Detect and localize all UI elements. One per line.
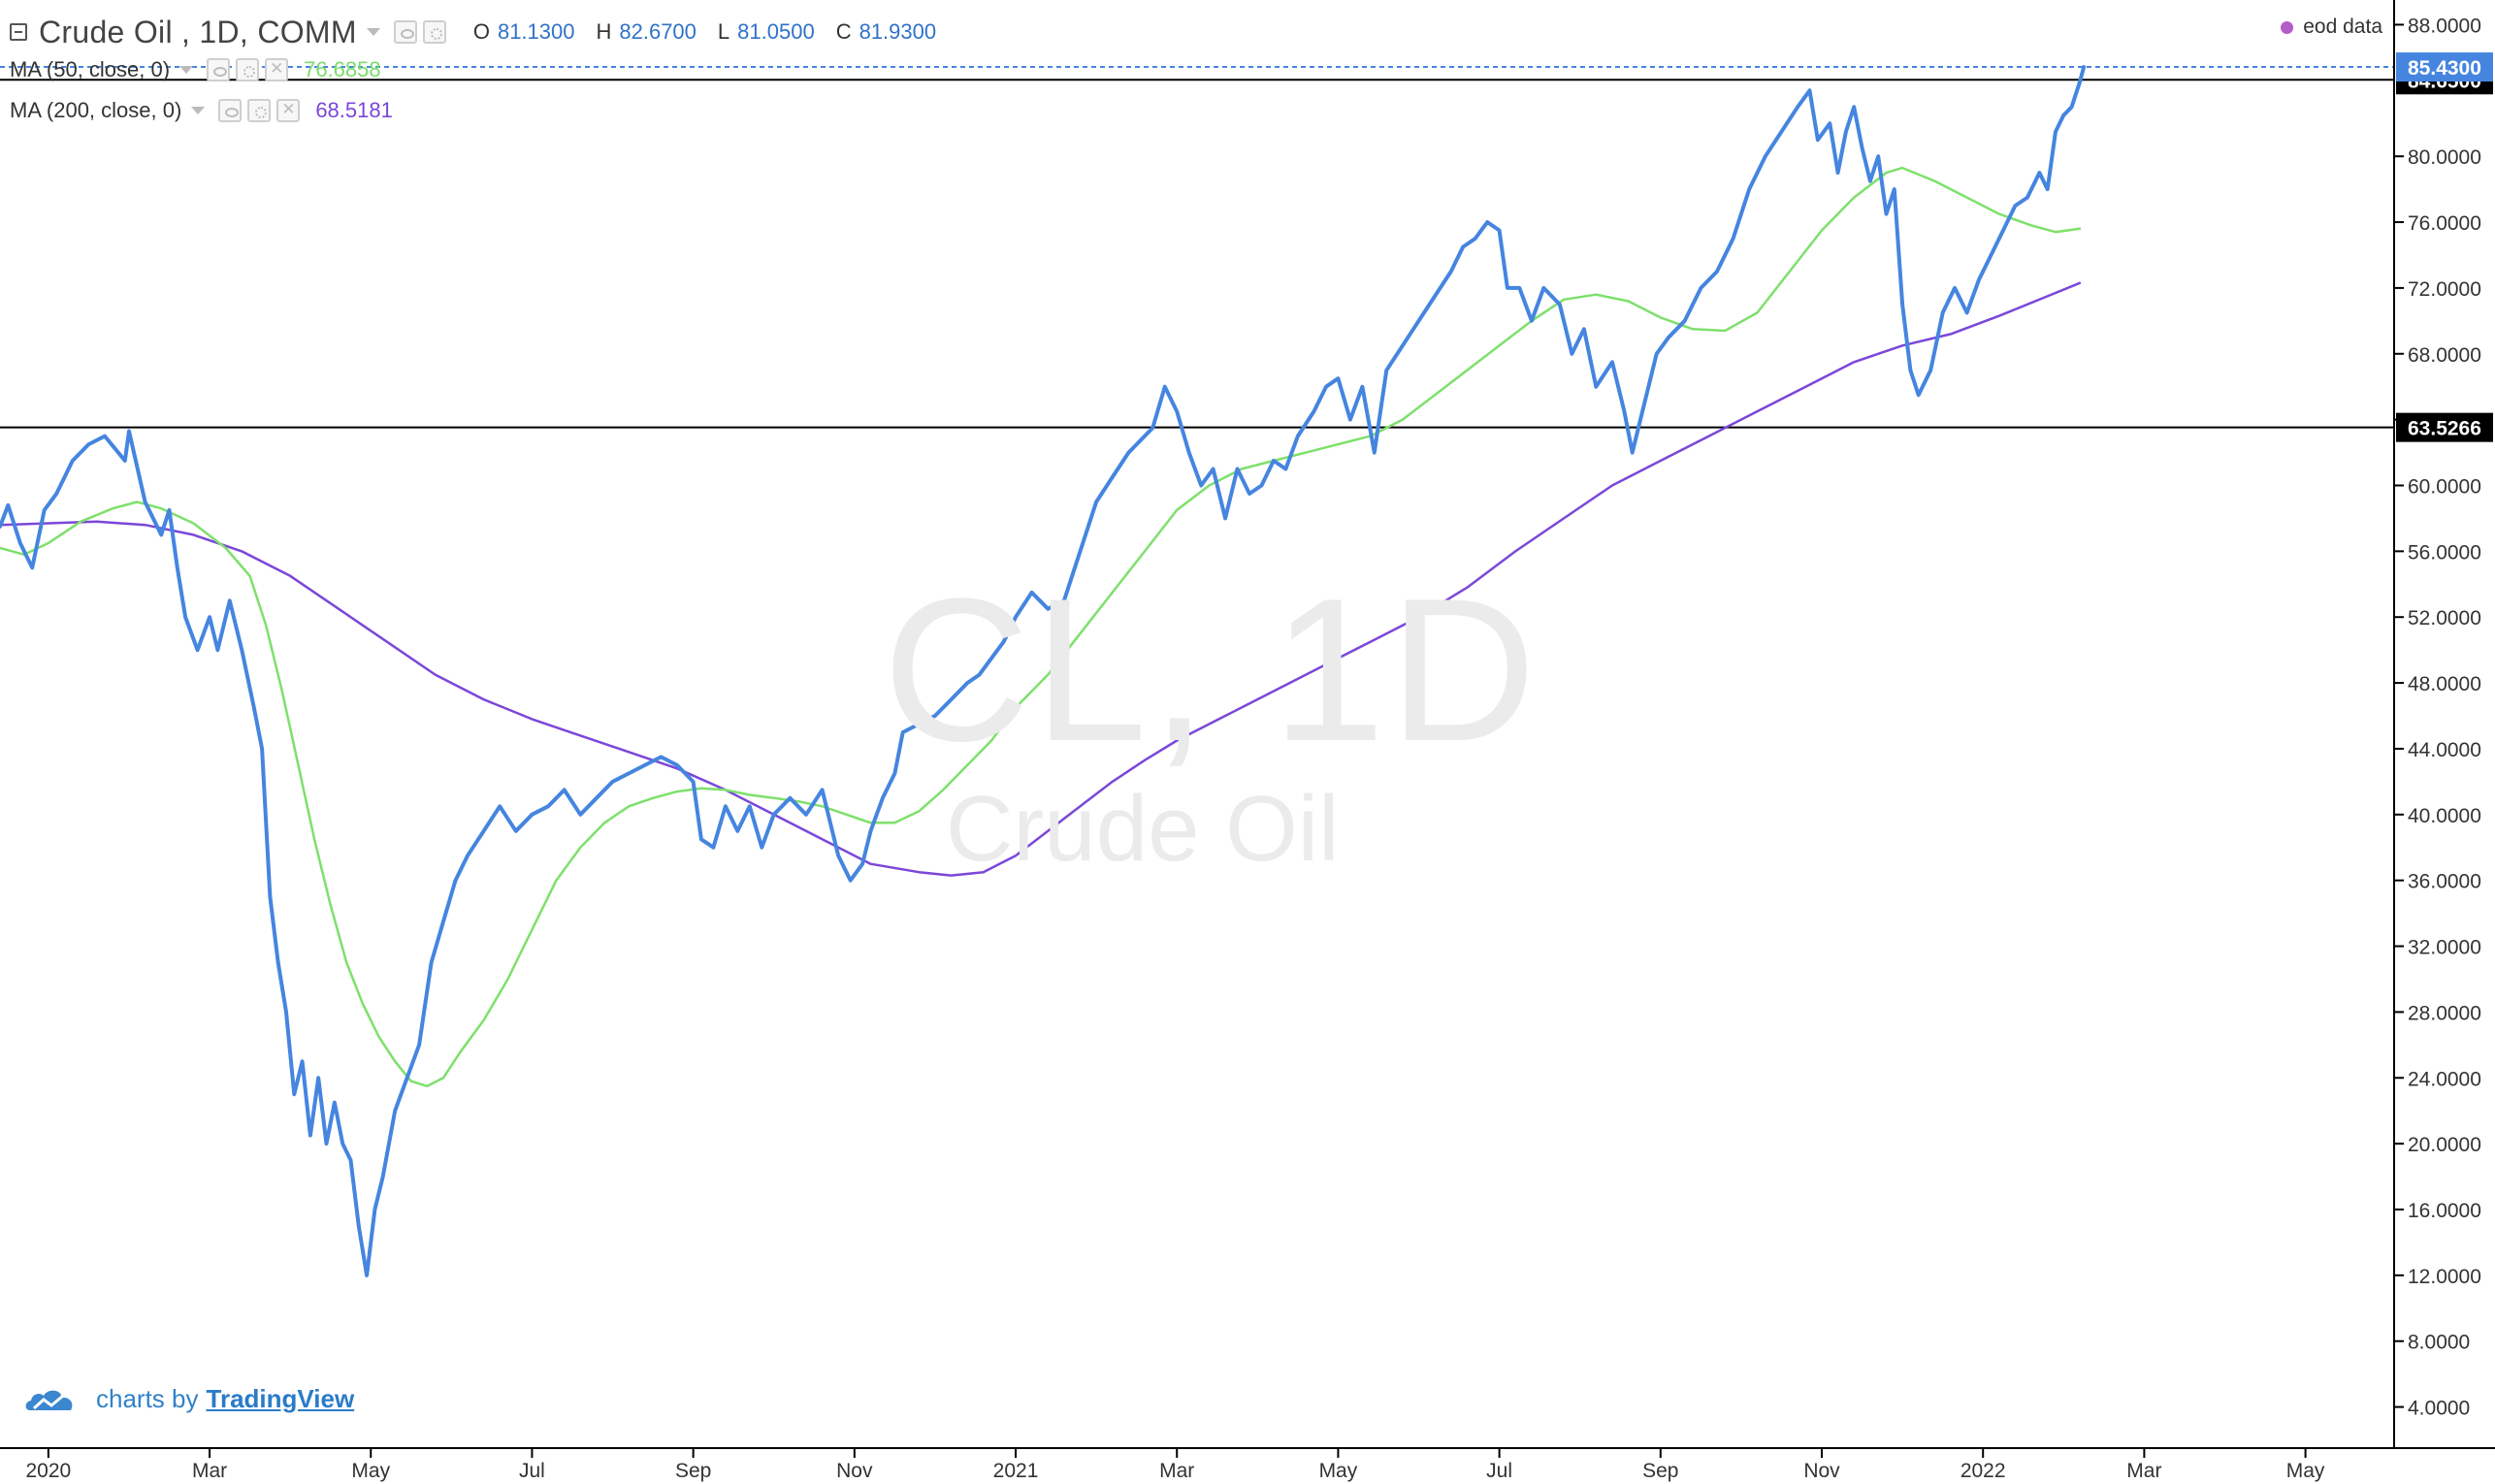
price-label-box	[2396, 412, 2493, 442]
ma200-eye-icon[interactable]	[218, 99, 243, 122]
y-tick-label: 32.0000	[2408, 937, 2481, 959]
tradingview-link[interactable]: TradingView	[206, 1384, 355, 1413]
ma200-chevron-down-icon[interactable]	[191, 107, 206, 114]
chart-series	[0, 65, 2087, 1277]
x-tick-label: May	[1319, 1460, 1358, 1482]
gear-icon[interactable]	[422, 20, 446, 44]
high-key: H	[596, 19, 612, 44]
ma50-value: 76.6858	[304, 57, 381, 81]
x-tick-label: 2020	[25, 1460, 71, 1482]
x-tick-label: May	[351, 1460, 390, 1482]
y-tick-label: 72.0000	[2408, 278, 2481, 301]
eod-indicator: eod data	[2281, 16, 2382, 39]
y-tick-label: 16.0000	[2408, 1200, 2481, 1222]
y-tick-label: 48.0000	[2408, 673, 2481, 695]
eod-label: eod data	[2303, 16, 2382, 38]
ma200-label[interactable]: MA (200, close, 0)	[10, 98, 182, 122]
close-value: 81.9300	[859, 19, 937, 44]
ma50-eye-icon[interactable]	[207, 58, 231, 81]
y-tick-label: 40.0000	[2408, 805, 2481, 827]
y-tick-label: 20.0000	[2408, 1134, 2481, 1156]
y-tick-label: 52.0000	[2408, 607, 2481, 629]
y-tick-label: 12.0000	[2408, 1266, 2481, 1288]
ma50-chevron-down-icon[interactable]	[179, 66, 194, 74]
symbol-title[interactable]: Crude Oil , 1D, COMM	[39, 14, 357, 49]
x-tick-label: Nov	[1803, 1460, 1840, 1482]
open-key: O	[472, 19, 490, 44]
ma200-gear-icon[interactable]	[247, 99, 272, 122]
y-tick-label: 8.0000	[2408, 1332, 2470, 1354]
x-tick-label: Mar	[192, 1460, 227, 1482]
y-tick-label: 44.0000	[2408, 739, 2481, 761]
y-tick-label: 36.0000	[2408, 871, 2481, 893]
x-tick-label: 2022	[1960, 1460, 2006, 1482]
x-tick-label: Nov	[836, 1460, 873, 1482]
price-label-box	[2396, 52, 2493, 82]
y-tick-label: 68.0000	[2408, 344, 2481, 367]
chevron-down-icon[interactable]	[366, 28, 380, 36]
ma50-label[interactable]: MA (50, close, 0)	[10, 57, 171, 81]
eod-dot-icon	[2281, 20, 2294, 34]
watermark-name: Crude Oil	[946, 777, 1340, 881]
high-value: 82.6700	[619, 19, 697, 44]
y-tick-label: 24.0000	[2408, 1068, 2481, 1090]
ma200-value: 68.5181	[315, 98, 393, 122]
x-tick-label: Sep	[675, 1460, 711, 1482]
x-tick-label: Jul	[1486, 1460, 1512, 1482]
price-line	[0, 65, 2087, 1277]
ma200-line	[0, 281, 2082, 877]
price-label-text: 63.5266	[2408, 418, 2481, 440]
tradingview-logo-icon	[25, 1390, 73, 1410]
price-axis-panel	[2394, 0, 2495, 1484]
ma50-line	[0, 166, 2082, 1088]
horizontal-lines	[0, 66, 2394, 429]
low-value: 81.0500	[737, 19, 815, 44]
eye-icon[interactable]	[393, 20, 417, 44]
y-tick-label: 60.0000	[2408, 475, 2481, 498]
y-tick-label: 80.0000	[2408, 146, 2481, 169]
y-tick-label: 76.0000	[2408, 212, 2481, 235]
x-tick-label: Mar	[2126, 1460, 2161, 1482]
ma50-close-icon[interactable]	[265, 58, 289, 81]
main-series-legend: Crude Oil , 1D, COMM O 81.1300 H 82.6700 L…	[10, 10, 936, 54]
ma200-close-icon[interactable]	[276, 99, 301, 122]
watermark-symbol: CL, 1D	[883, 556, 1540, 784]
collapse-icon[interactable]	[10, 23, 27, 41]
price-label-text: 85.4300	[2408, 57, 2481, 80]
y-tick-label: 56.0000	[2408, 541, 2481, 564]
x-tick-label: May	[2286, 1460, 2325, 1482]
ma200-legend: MA (200, close, 0) 68.5181	[10, 93, 393, 128]
y-tick-label: 28.0000	[2408, 1002, 2481, 1024]
x-tick-label: Jul	[519, 1460, 545, 1482]
x-tick-label: Sep	[1642, 1460, 1678, 1482]
x-tick-label: Mar	[1159, 1460, 1194, 1482]
tradingview-branding[interactable]: charts by TradingView	[24, 1384, 354, 1414]
branding-prefix: charts by	[96, 1384, 199, 1413]
y-tick-label: 88.0000	[2408, 15, 2481, 37]
y-tick-label: 4.0000	[2408, 1398, 2470, 1420]
low-key: L	[717, 19, 730, 44]
close-key: C	[835, 19, 852, 44]
open-value: 81.1300	[497, 19, 575, 44]
x-tick-label: 2021	[993, 1460, 1039, 1482]
ma50-legend: MA (50, close, 0) 76.6858	[10, 54, 381, 85]
ma50-gear-icon[interactable]	[236, 58, 260, 81]
